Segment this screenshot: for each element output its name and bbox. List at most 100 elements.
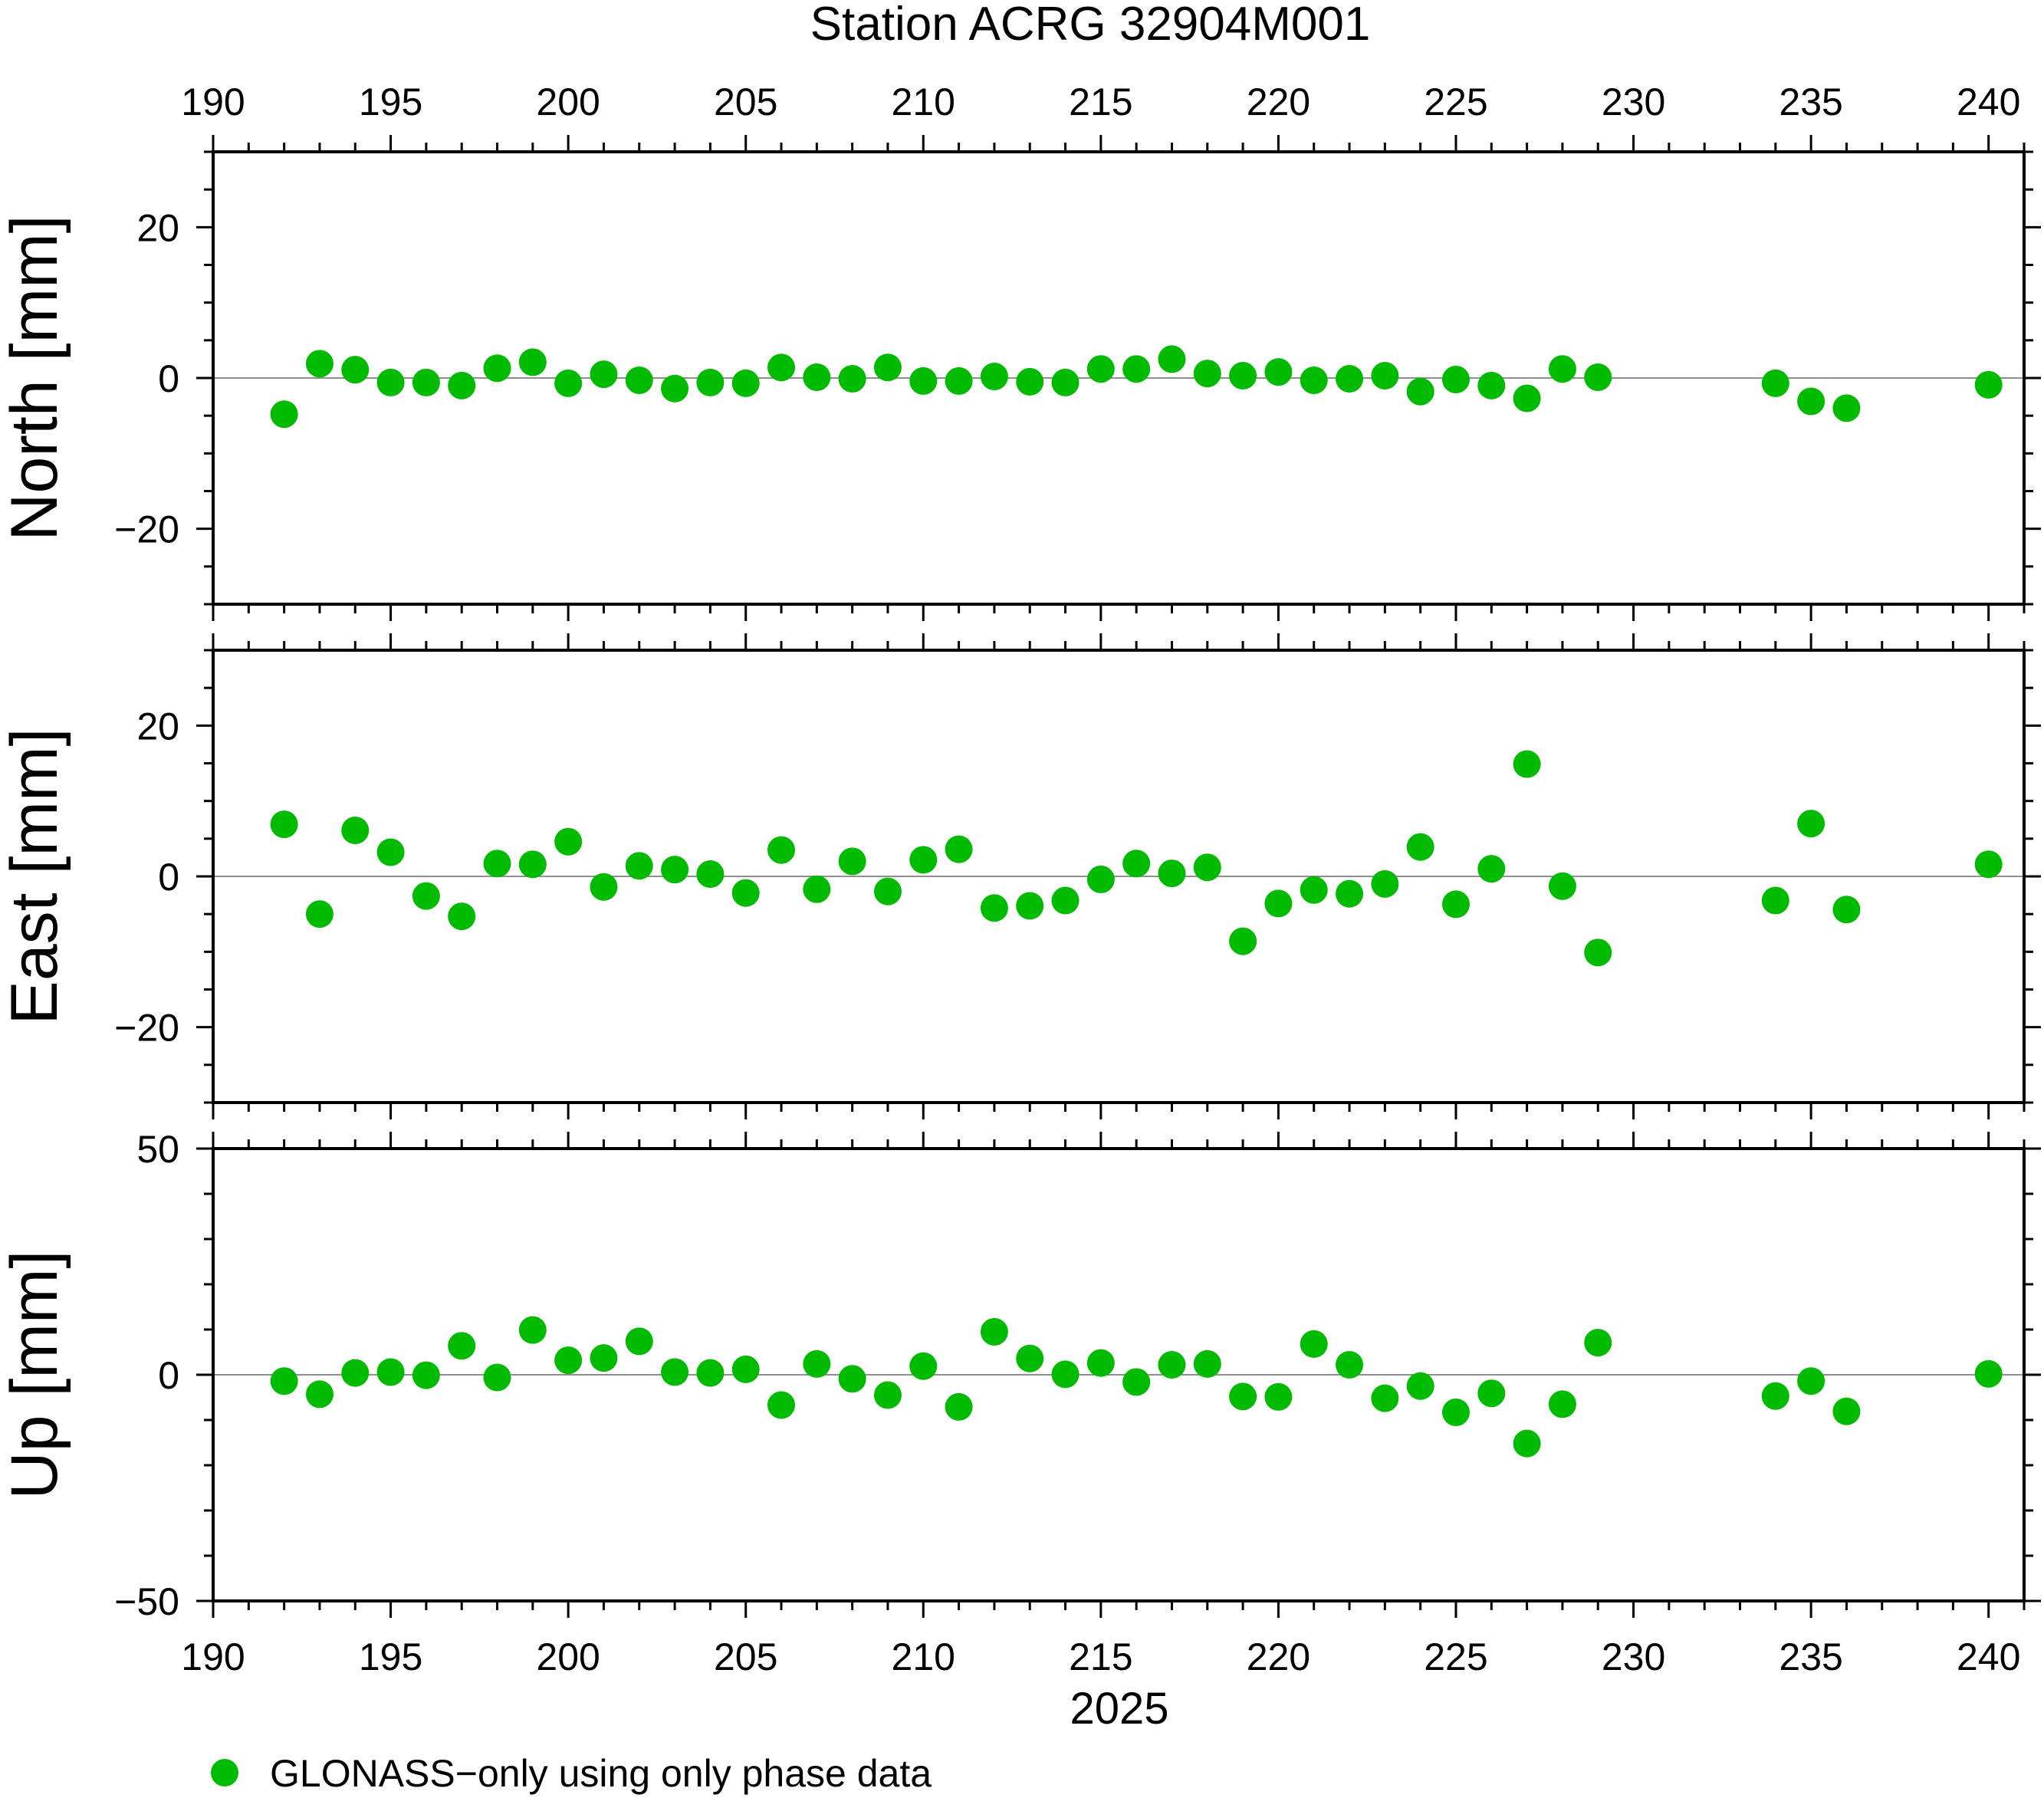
north-data-point bbox=[1371, 362, 1399, 390]
east-data-point bbox=[696, 860, 725, 889]
east-data-point bbox=[1974, 850, 2003, 879]
bottom-x-tick-label: 195 bbox=[359, 1635, 422, 1678]
east-data-point bbox=[1584, 938, 1612, 967]
up-plot-frame bbox=[212, 1147, 2026, 1602]
east-data-point bbox=[1193, 853, 1221, 882]
north-data-point bbox=[909, 367, 938, 395]
up-data-point bbox=[412, 1361, 440, 1389]
north-data-point bbox=[1193, 360, 1221, 388]
north-data-point bbox=[1051, 368, 1080, 396]
up-data-point bbox=[803, 1349, 831, 1378]
north-data-point bbox=[1761, 369, 1789, 397]
up-y-tick-label: 50 bbox=[136, 1128, 179, 1171]
east-data-point bbox=[909, 846, 938, 874]
up-data-point bbox=[305, 1380, 334, 1408]
up-data-point bbox=[448, 1332, 476, 1360]
up-y-tick-label: 0 bbox=[158, 1354, 179, 1397]
east-data-point bbox=[731, 879, 760, 907]
north-data-point bbox=[731, 369, 760, 397]
east-data-point bbox=[1158, 860, 1186, 888]
legend-marker bbox=[211, 1759, 238, 1786]
up-data-point bbox=[518, 1316, 547, 1344]
bottom-x-tick-label: 210 bbox=[892, 1635, 955, 1678]
east-data-point bbox=[980, 894, 1008, 922]
up-data-point bbox=[909, 1352, 938, 1380]
up-y-tick-label: −50 bbox=[114, 1580, 179, 1623]
north-data-point bbox=[980, 363, 1008, 391]
east-data-point bbox=[767, 836, 796, 864]
north-panel: North [mm] 20 0 −20 bbox=[0, 135, 2041, 621]
north-data-point bbox=[1016, 367, 1044, 396]
up-data-point bbox=[1761, 1382, 1789, 1410]
north-y-tick-label: 20 bbox=[136, 206, 179, 249]
north-data-point bbox=[1441, 365, 1470, 393]
up-data-point bbox=[731, 1355, 760, 1383]
east-data-point bbox=[305, 900, 334, 929]
up-data-point bbox=[1406, 1372, 1434, 1400]
up-data-point bbox=[661, 1358, 689, 1386]
up-data-point bbox=[696, 1359, 725, 1387]
up-data-point bbox=[1797, 1367, 1825, 1395]
east-data-point bbox=[1477, 855, 1506, 883]
north-data-point bbox=[625, 366, 653, 394]
east-data-point bbox=[270, 810, 298, 839]
up-data-point bbox=[1229, 1382, 1257, 1411]
north-data-point bbox=[1548, 355, 1576, 383]
up-data-point bbox=[376, 1358, 405, 1386]
top-x-tick-label: 210 bbox=[892, 81, 955, 123]
east-data-point bbox=[838, 847, 866, 876]
north-data-point bbox=[554, 369, 583, 397]
up-data-point bbox=[1158, 1351, 1186, 1379]
up-data-point bbox=[483, 1363, 511, 1392]
up-data-point bbox=[1336, 1351, 1364, 1379]
east-data-point bbox=[518, 850, 547, 879]
north-data-point bbox=[696, 368, 725, 396]
east-data-point bbox=[483, 850, 511, 878]
east-data-point bbox=[1229, 927, 1257, 955]
north-data-point bbox=[1974, 370, 2003, 399]
bottom-x-tick-label: 190 bbox=[181, 1635, 245, 1678]
north-data-point bbox=[1086, 355, 1115, 383]
bottom-x-tick-label: 225 bbox=[1424, 1635, 1487, 1678]
up-data-point bbox=[1300, 1330, 1328, 1358]
east-data-point bbox=[376, 838, 405, 866]
up-data-point bbox=[1086, 1349, 1115, 1377]
up-data-point bbox=[1016, 1344, 1044, 1372]
east-plot-frame bbox=[212, 649, 2026, 1104]
up-data-point bbox=[1832, 1397, 1861, 1425]
east-data-point bbox=[1086, 865, 1115, 893]
north-data-point bbox=[1300, 366, 1328, 394]
east-data-point bbox=[1406, 833, 1434, 861]
top-x-tick-label: 195 bbox=[359, 81, 422, 123]
north-data-point bbox=[1797, 387, 1825, 416]
east-data-point bbox=[1016, 892, 1044, 920]
north-data-point bbox=[1336, 364, 1364, 393]
north-data-point bbox=[767, 353, 796, 382]
up-panel: Up [mm] 50 0 −50 bbox=[0, 1128, 2041, 1623]
north-data-point bbox=[945, 367, 973, 395]
top-x-tick-label: 220 bbox=[1247, 81, 1310, 123]
east-data-point bbox=[1832, 896, 1861, 924]
top-x-tick-label: 240 bbox=[1957, 81, 2020, 123]
north-y-tick-label: −20 bbox=[114, 508, 179, 551]
east-data-point bbox=[873, 877, 902, 906]
up-data-point bbox=[767, 1391, 796, 1419]
north-data-point bbox=[483, 354, 511, 383]
up-data-point bbox=[838, 1365, 866, 1393]
north-data-point bbox=[1122, 355, 1151, 383]
north-data-point bbox=[803, 363, 831, 392]
east-data-point bbox=[1122, 850, 1151, 878]
east-data-point bbox=[803, 875, 831, 903]
up-data-point bbox=[554, 1346, 583, 1375]
north-data-point bbox=[376, 368, 405, 396]
up-data-point bbox=[1584, 1329, 1612, 1357]
up-data-point bbox=[1193, 1349, 1221, 1378]
up-data-point bbox=[1441, 1398, 1470, 1426]
east-data-point bbox=[590, 873, 618, 901]
east-data-point bbox=[1371, 869, 1399, 898]
east-data-point bbox=[1548, 872, 1576, 900]
up-data-point bbox=[1371, 1384, 1399, 1412]
top-x-tick-label: 215 bbox=[1069, 81, 1132, 123]
bottom-x-tick-label: 235 bbox=[1779, 1635, 1842, 1678]
